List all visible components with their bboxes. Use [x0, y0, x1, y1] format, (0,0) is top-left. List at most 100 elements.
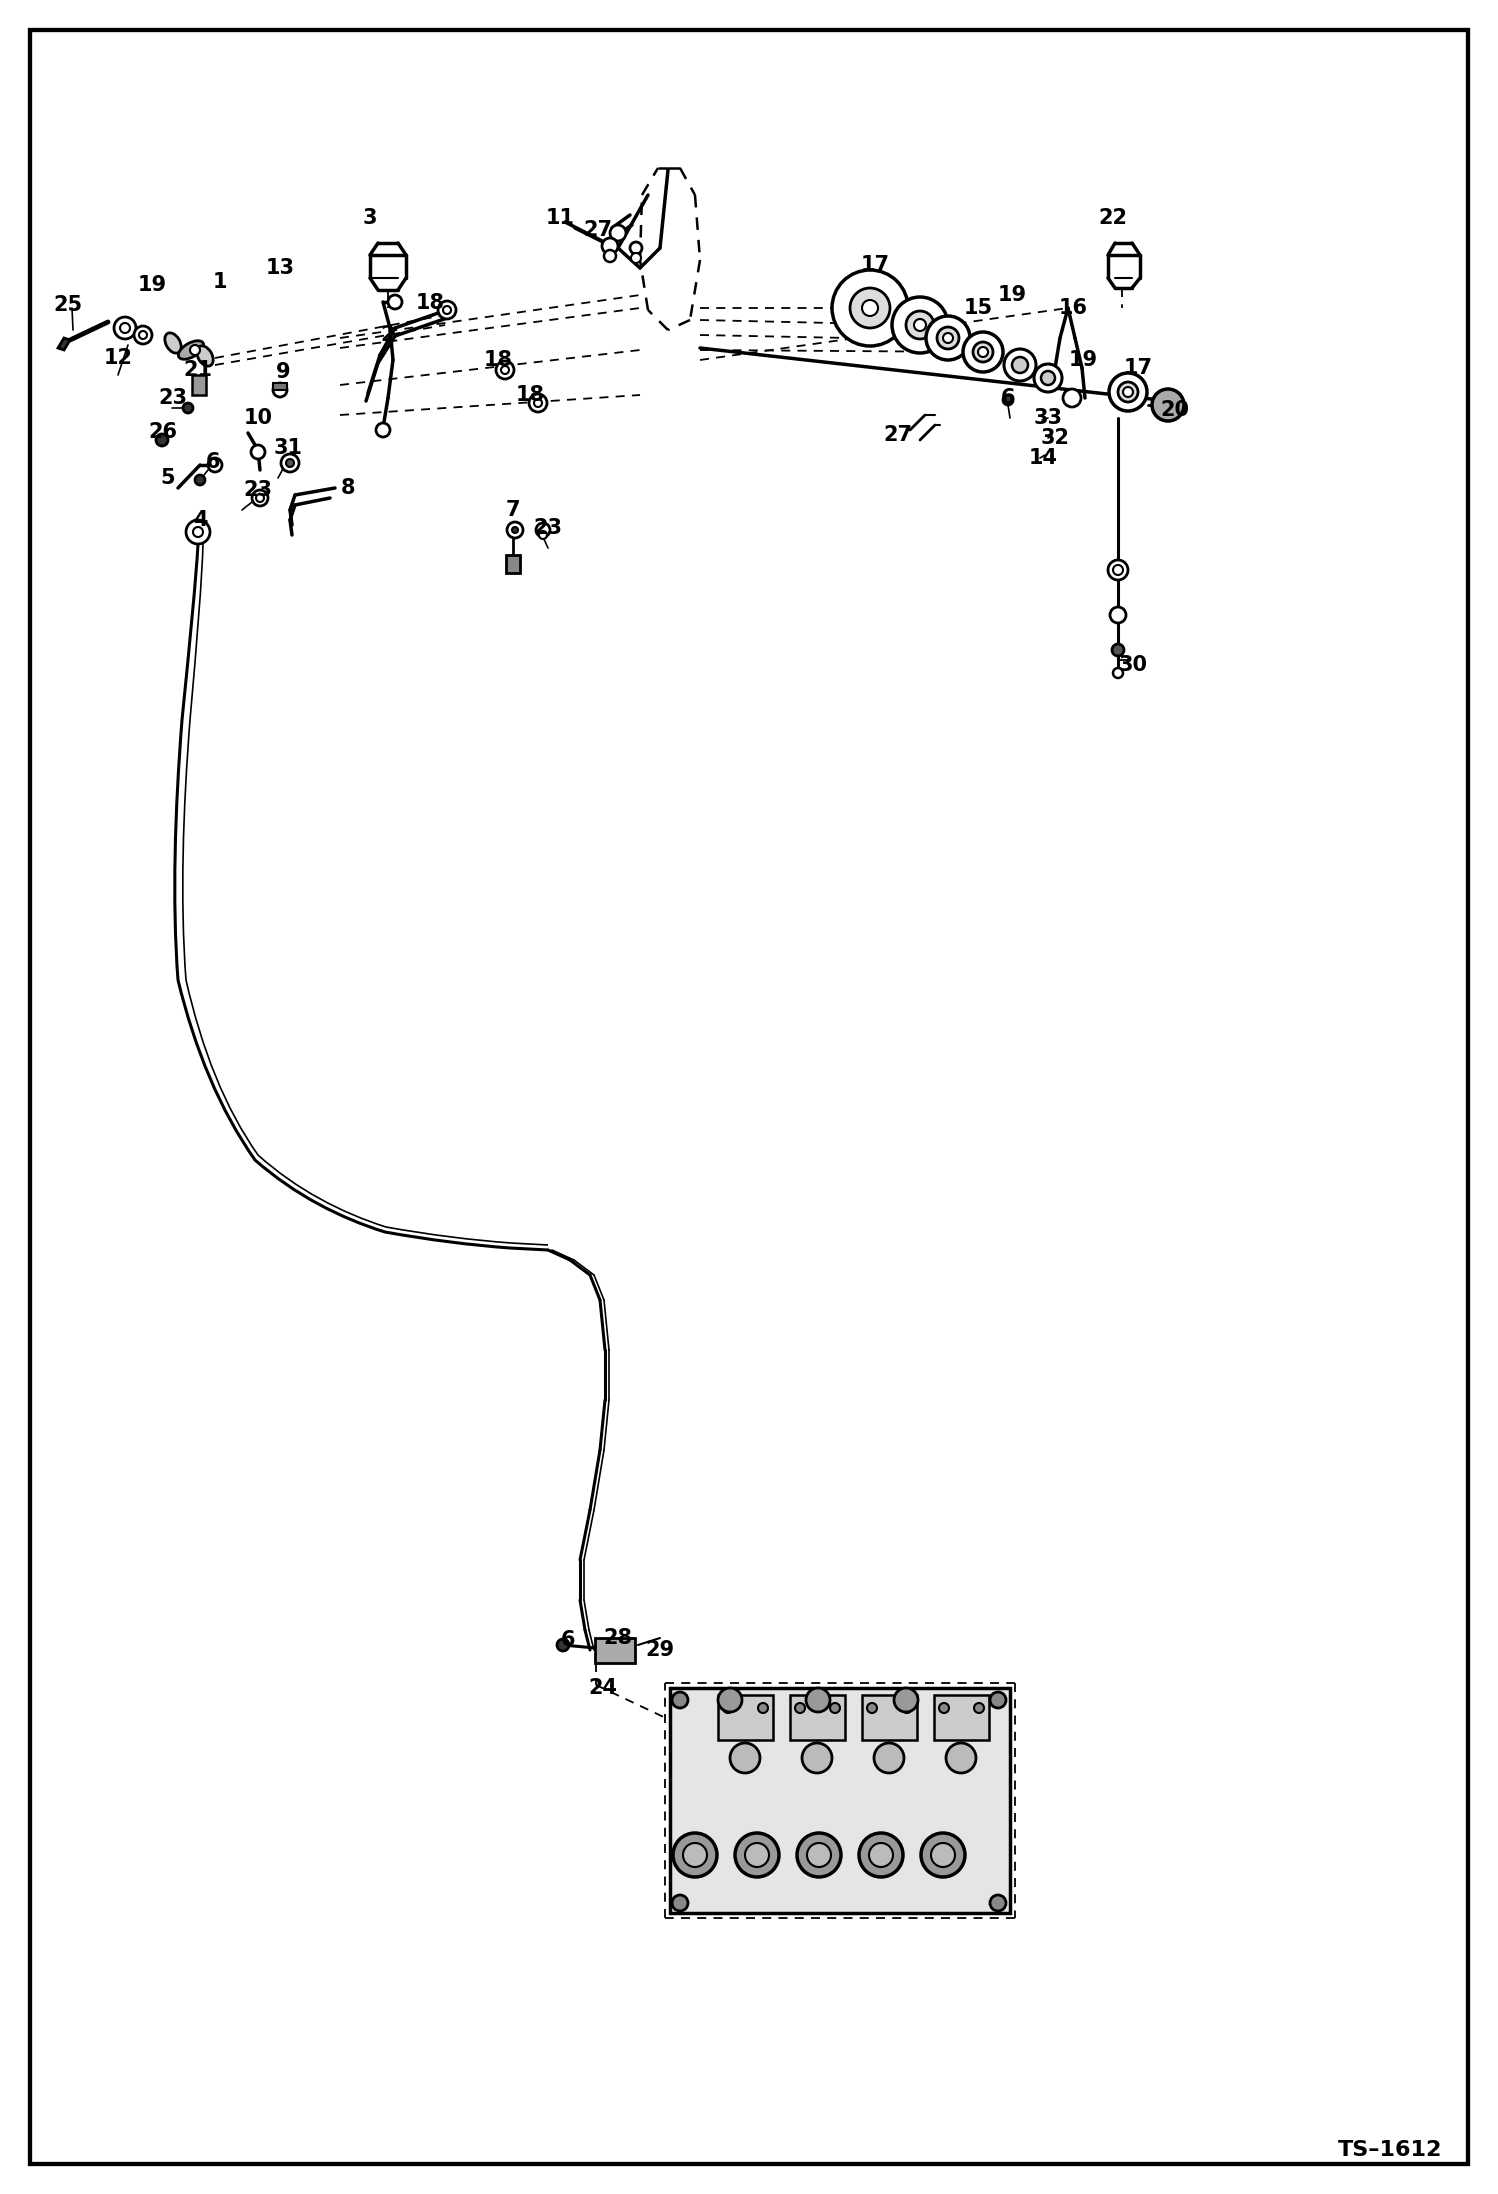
- Circle shape: [1112, 645, 1124, 656]
- Circle shape: [1004, 349, 1037, 382]
- Circle shape: [252, 445, 265, 459]
- Circle shape: [730, 1742, 759, 1773]
- Circle shape: [867, 1703, 876, 1714]
- Bar: [718, 1696, 773, 1740]
- Text: 28: 28: [604, 1628, 632, 1648]
- Circle shape: [533, 399, 542, 408]
- Circle shape: [496, 362, 514, 380]
- Text: 12: 12: [103, 349, 132, 369]
- Circle shape: [437, 301, 455, 318]
- Circle shape: [1113, 667, 1124, 678]
- Circle shape: [801, 1742, 831, 1773]
- Text: 2: 2: [380, 325, 395, 344]
- Text: 27: 27: [884, 426, 912, 445]
- Circle shape: [978, 347, 989, 358]
- Circle shape: [939, 1703, 950, 1714]
- Circle shape: [807, 1843, 831, 1867]
- Circle shape: [831, 270, 908, 347]
- Circle shape: [869, 1843, 893, 1867]
- Text: 33: 33: [1034, 408, 1062, 428]
- Circle shape: [673, 1832, 718, 1878]
- Circle shape: [604, 250, 616, 261]
- Circle shape: [631, 252, 641, 263]
- Bar: [670, 1687, 1010, 1913]
- Text: 23: 23: [244, 480, 273, 500]
- Circle shape: [500, 366, 509, 373]
- Circle shape: [1110, 608, 1126, 623]
- Text: 3: 3: [363, 208, 377, 228]
- Text: 16: 16: [1059, 298, 1088, 318]
- Text: 20: 20: [1161, 399, 1189, 419]
- Circle shape: [795, 1703, 804, 1714]
- Text: 15: 15: [963, 298, 993, 318]
- Bar: [789, 1696, 845, 1740]
- Circle shape: [1109, 373, 1147, 410]
- Circle shape: [974, 342, 993, 362]
- Circle shape: [990, 1896, 1007, 1911]
- Text: 6: 6: [1001, 388, 1016, 408]
- Circle shape: [190, 344, 201, 355]
- Circle shape: [718, 1687, 742, 1711]
- Circle shape: [156, 434, 168, 445]
- Bar: [933, 1696, 989, 1740]
- Circle shape: [1118, 382, 1138, 402]
- Circle shape: [914, 318, 926, 331]
- Text: 31: 31: [274, 439, 303, 459]
- Circle shape: [894, 1687, 918, 1711]
- Circle shape: [120, 323, 130, 333]
- Text: 18: 18: [484, 351, 512, 371]
- Circle shape: [944, 333, 953, 342]
- Circle shape: [610, 226, 626, 241]
- Text: 19: 19: [138, 274, 166, 294]
- Circle shape: [849, 287, 890, 327]
- Circle shape: [990, 1692, 1007, 1707]
- Circle shape: [1004, 395, 1013, 406]
- Text: 23: 23: [533, 518, 563, 538]
- Text: 5: 5: [160, 467, 175, 487]
- Bar: [861, 1696, 917, 1740]
- Text: 17: 17: [860, 255, 890, 274]
- Text: 22: 22: [1098, 208, 1128, 228]
- Circle shape: [1124, 386, 1132, 397]
- Bar: [595, 1639, 635, 1663]
- Circle shape: [873, 1742, 903, 1773]
- Circle shape: [963, 331, 1004, 373]
- Text: 19: 19: [998, 285, 1026, 305]
- Circle shape: [1113, 566, 1124, 575]
- Polygon shape: [58, 338, 70, 351]
- Circle shape: [286, 459, 294, 467]
- Text: 25: 25: [54, 294, 82, 316]
- Text: 29: 29: [646, 1639, 674, 1661]
- Circle shape: [139, 331, 147, 340]
- Text: 9: 9: [276, 362, 291, 382]
- Circle shape: [736, 1832, 779, 1878]
- Circle shape: [724, 1703, 733, 1714]
- Circle shape: [974, 1703, 984, 1714]
- Bar: [192, 375, 207, 395]
- Circle shape: [683, 1843, 707, 1867]
- Circle shape: [557, 1639, 569, 1652]
- Circle shape: [388, 294, 401, 309]
- Text: 4: 4: [193, 509, 207, 531]
- Circle shape: [806, 1687, 830, 1711]
- Circle shape: [529, 395, 547, 412]
- Circle shape: [673, 1692, 688, 1707]
- Circle shape: [536, 522, 550, 538]
- Circle shape: [193, 527, 204, 538]
- Circle shape: [183, 404, 193, 412]
- Text: 1: 1: [213, 272, 228, 292]
- Circle shape: [282, 454, 300, 472]
- Circle shape: [1064, 388, 1082, 408]
- Text: 6: 6: [560, 1630, 575, 1650]
- Circle shape: [830, 1703, 840, 1714]
- Circle shape: [208, 459, 222, 472]
- Circle shape: [443, 305, 451, 314]
- Text: 27: 27: [584, 219, 613, 239]
- Text: 30: 30: [1119, 656, 1147, 676]
- Circle shape: [195, 474, 205, 485]
- Circle shape: [1041, 371, 1055, 384]
- Circle shape: [114, 316, 136, 340]
- Text: 18: 18: [515, 384, 544, 406]
- Text: 13: 13: [265, 259, 295, 279]
- Circle shape: [921, 1832, 965, 1878]
